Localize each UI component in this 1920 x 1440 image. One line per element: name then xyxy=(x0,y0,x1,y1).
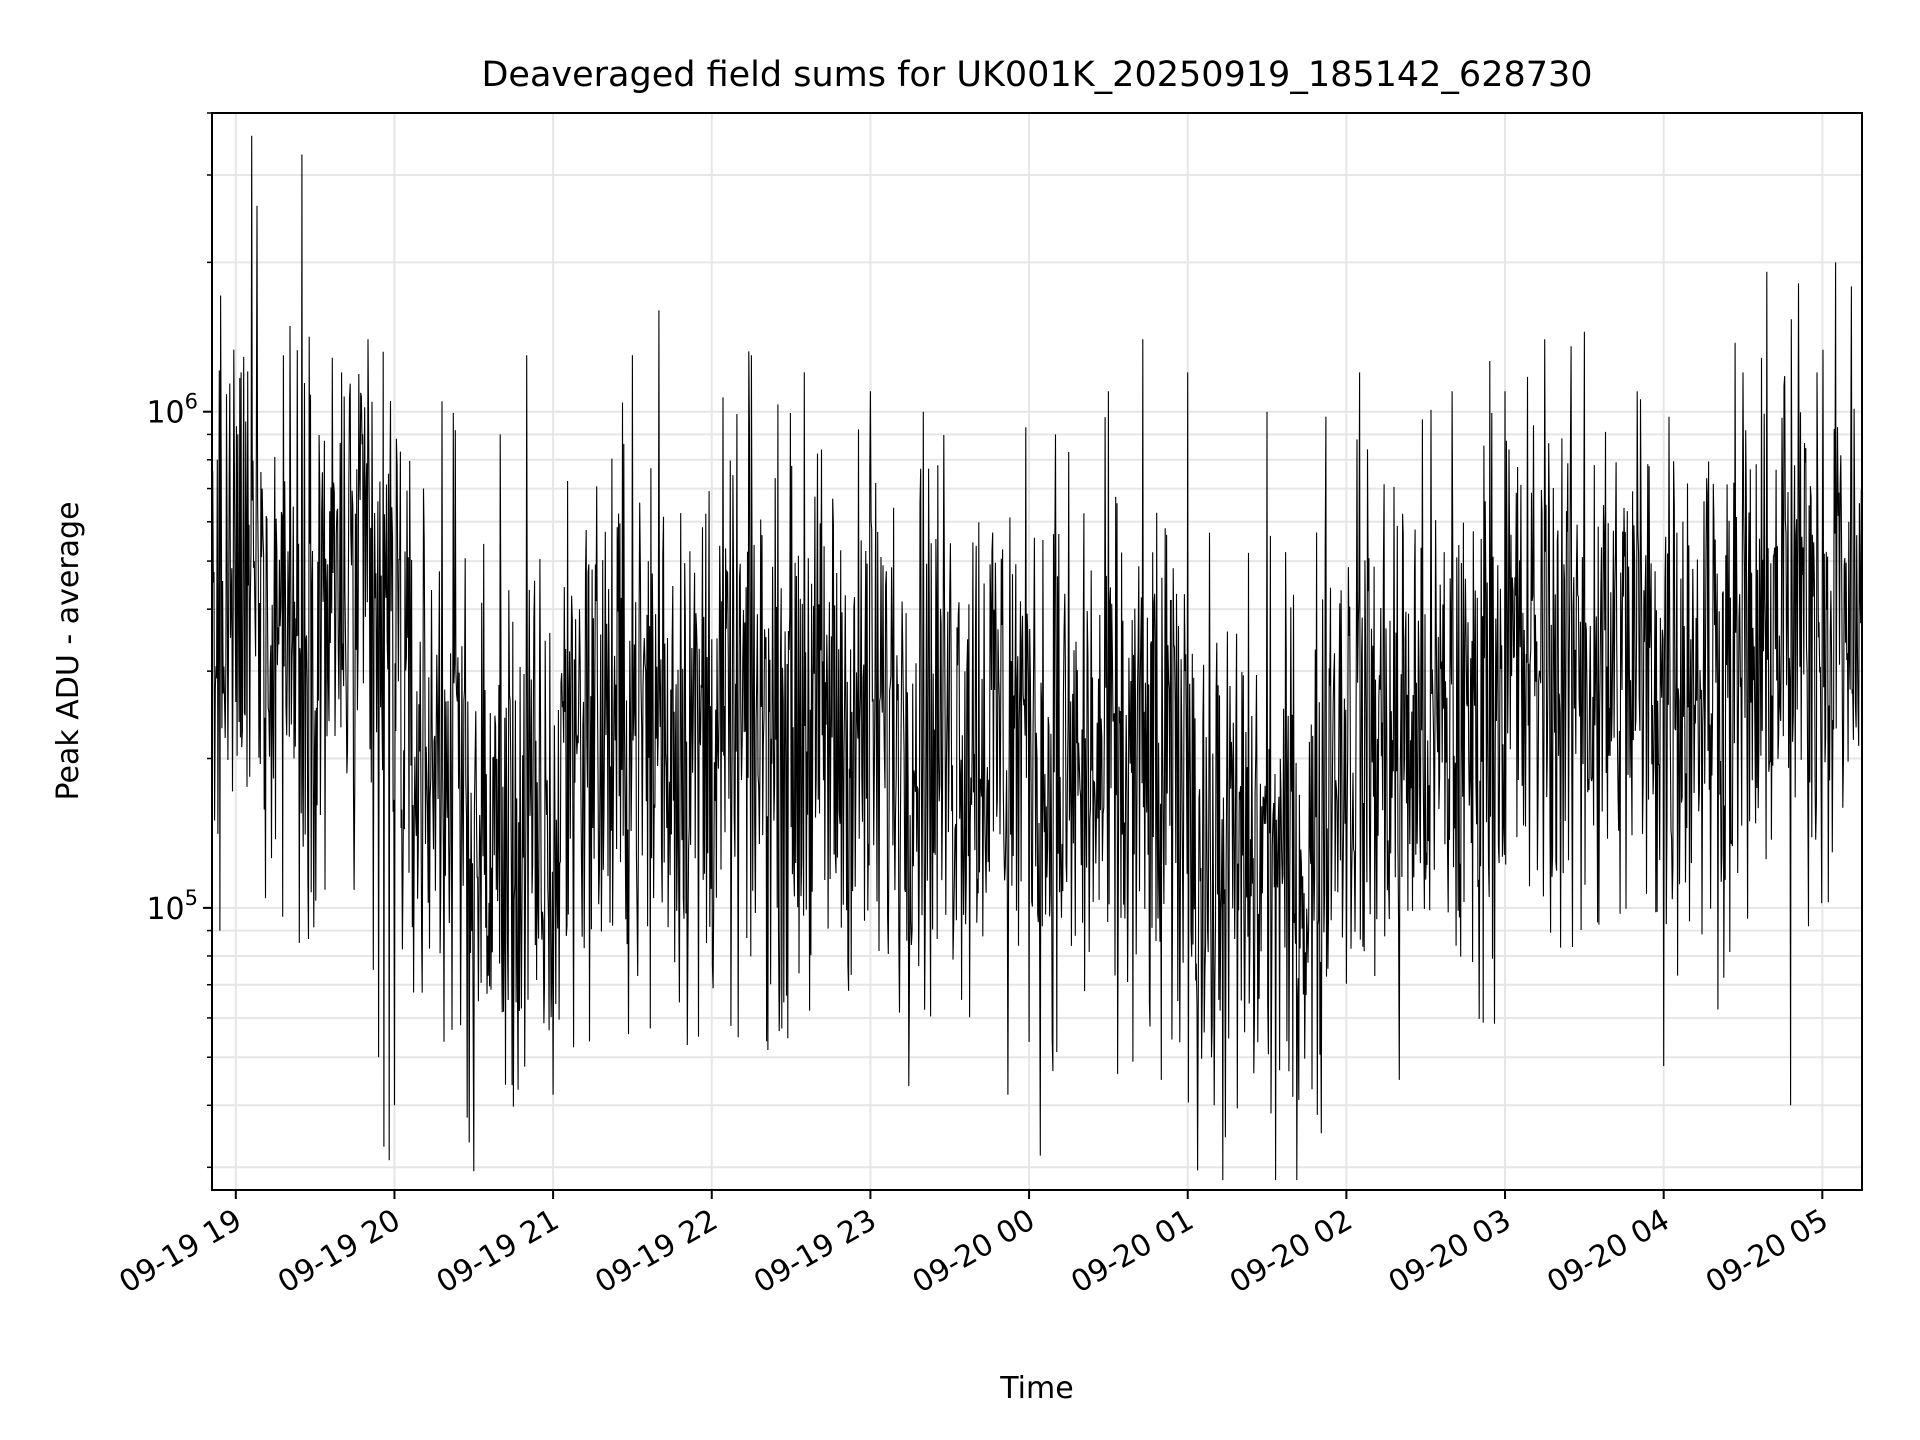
plot-frame xyxy=(211,112,1863,1191)
y-tick-label: 105 xyxy=(146,886,198,927)
chart-title: Deaveraged field sums for UK001K_2025091… xyxy=(481,55,1592,95)
y-axis: 105 106 xyxy=(146,112,212,1169)
x-axis-label: Time xyxy=(999,1371,1073,1406)
y-axis-label: Peak ADU - average xyxy=(51,501,86,800)
y-tick-label: 106 xyxy=(146,390,198,431)
series-line xyxy=(211,135,1863,1181)
data-series xyxy=(211,135,1863,1181)
